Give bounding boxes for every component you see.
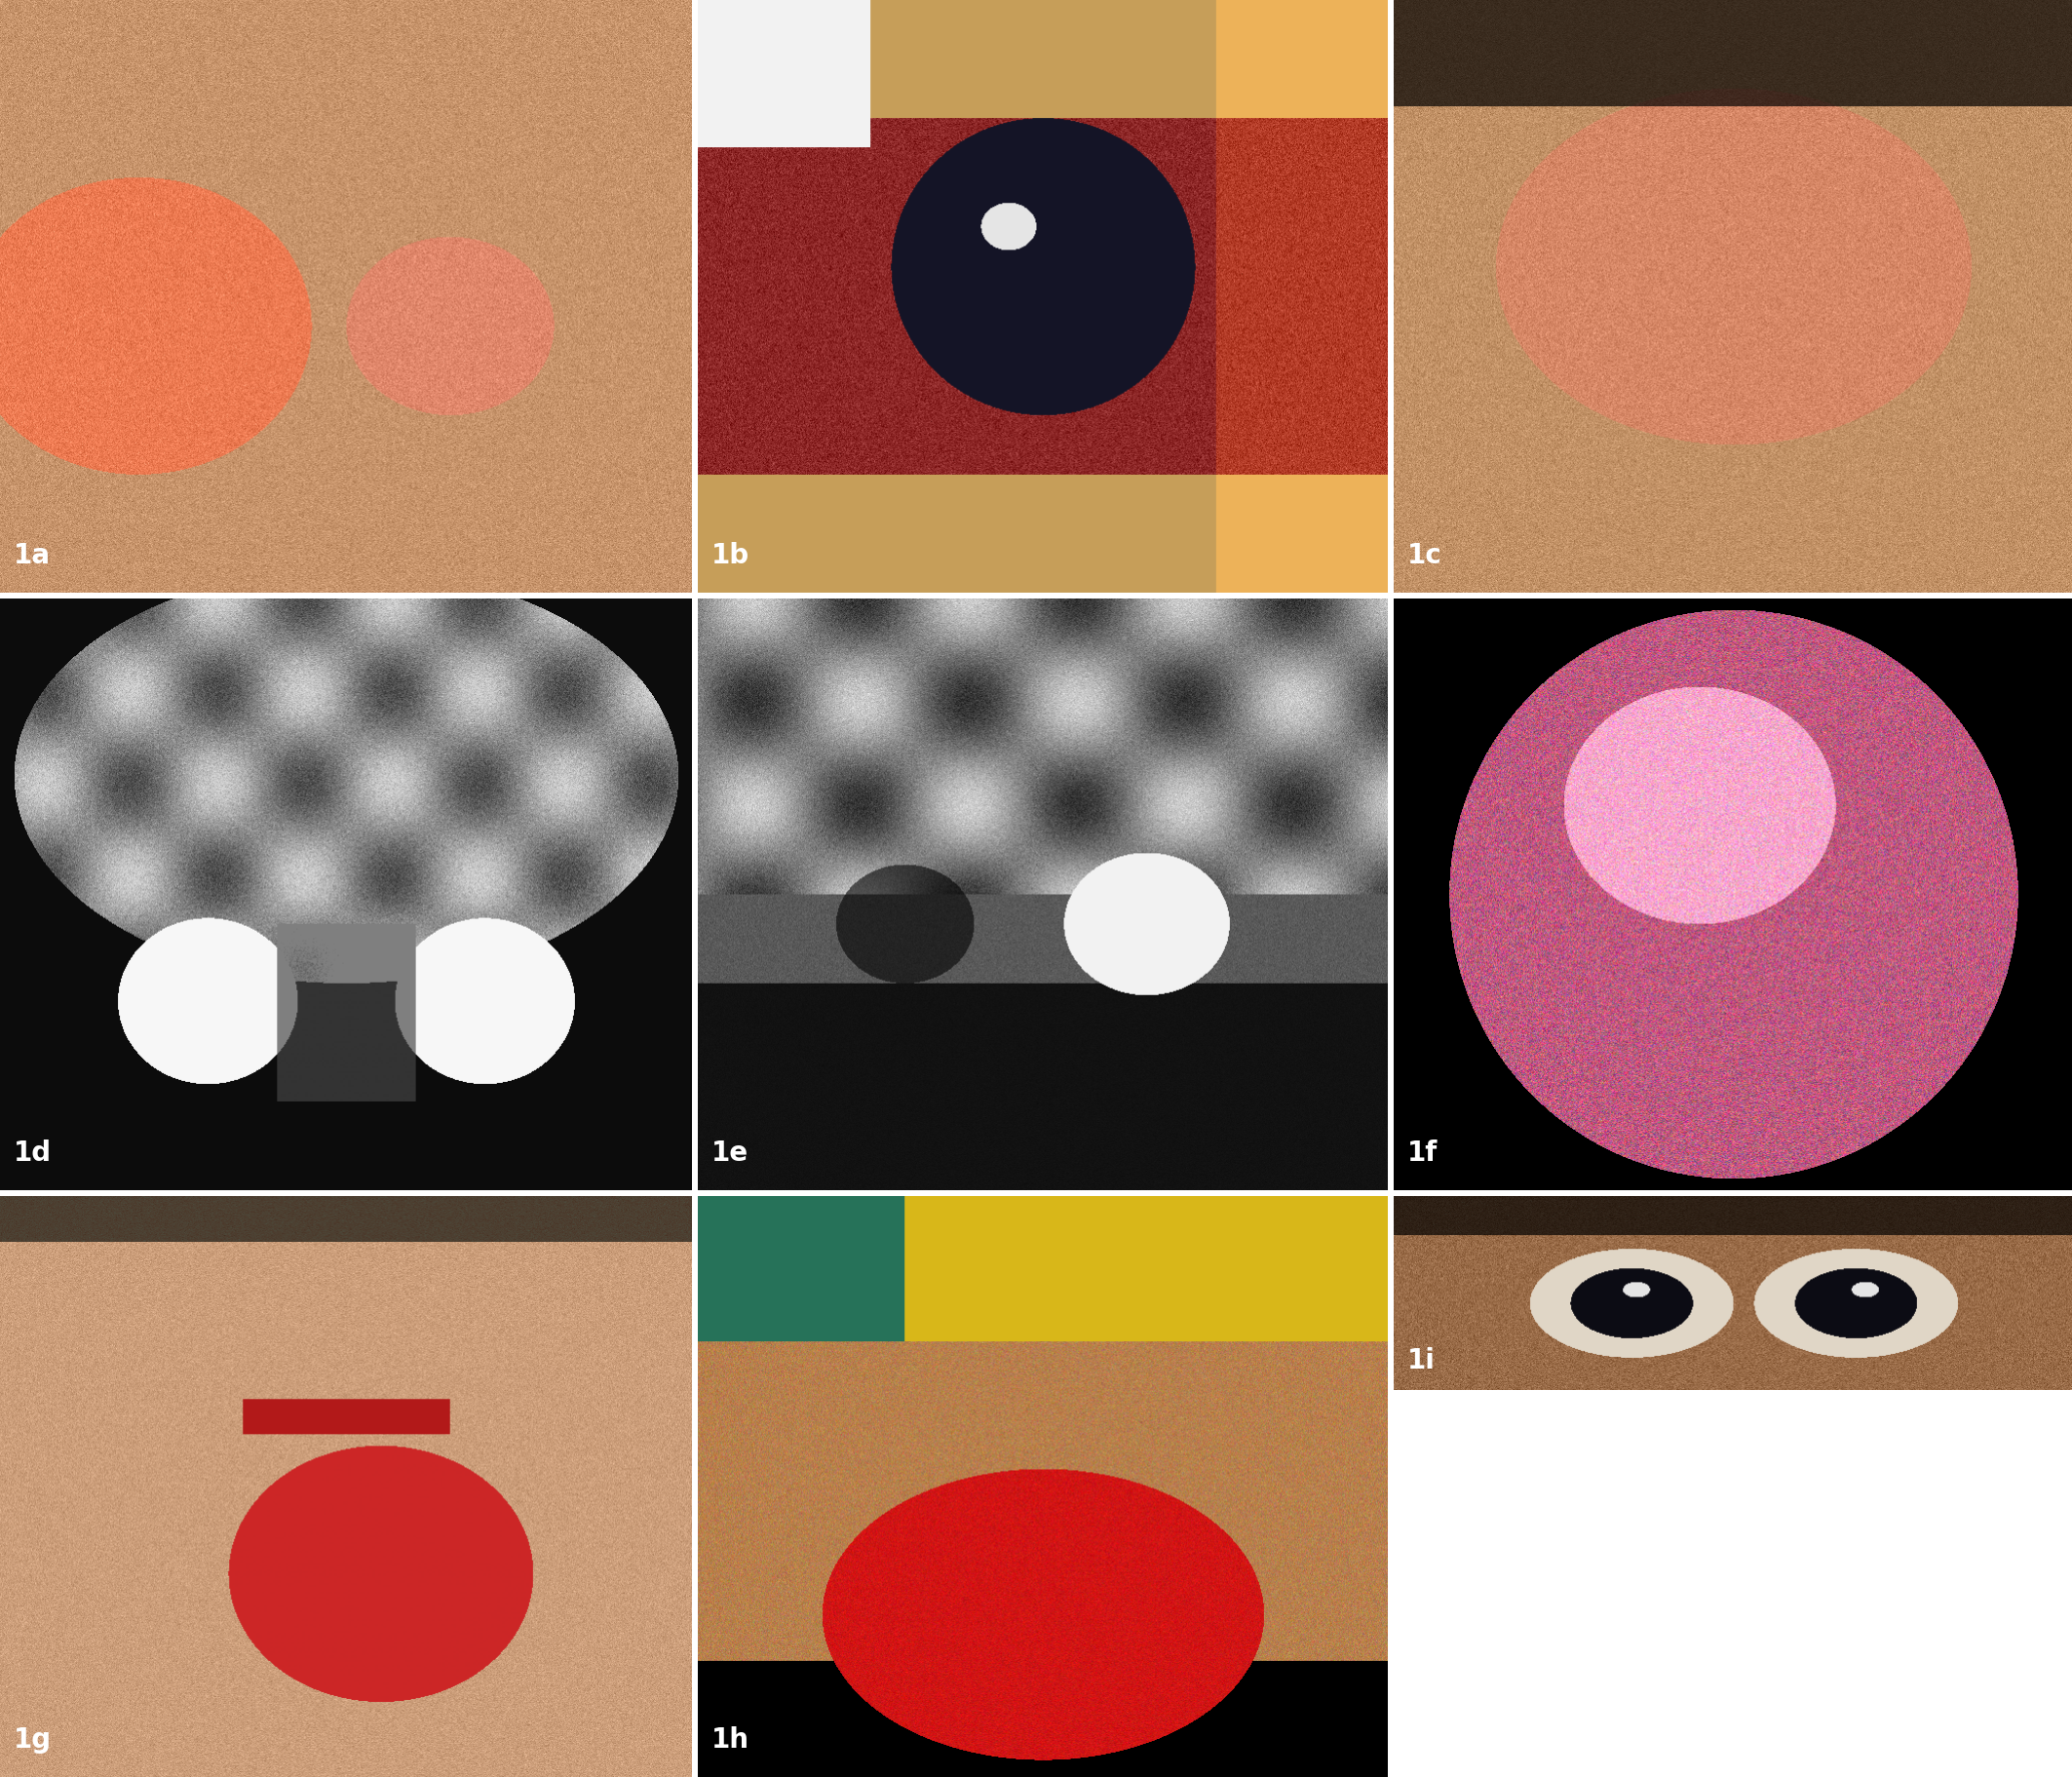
Text: 1d: 1d: [15, 1139, 52, 1167]
Text: 1a: 1a: [15, 542, 52, 569]
Text: 1g: 1g: [15, 1727, 52, 1754]
Text: 1i: 1i: [1407, 1347, 1436, 1374]
Text: 1h: 1h: [711, 1727, 750, 1754]
Text: 1e: 1e: [711, 1139, 748, 1167]
Text: 1f: 1f: [1407, 1139, 1438, 1167]
Text: 1c: 1c: [1407, 542, 1442, 569]
Text: 1b: 1b: [711, 542, 750, 569]
